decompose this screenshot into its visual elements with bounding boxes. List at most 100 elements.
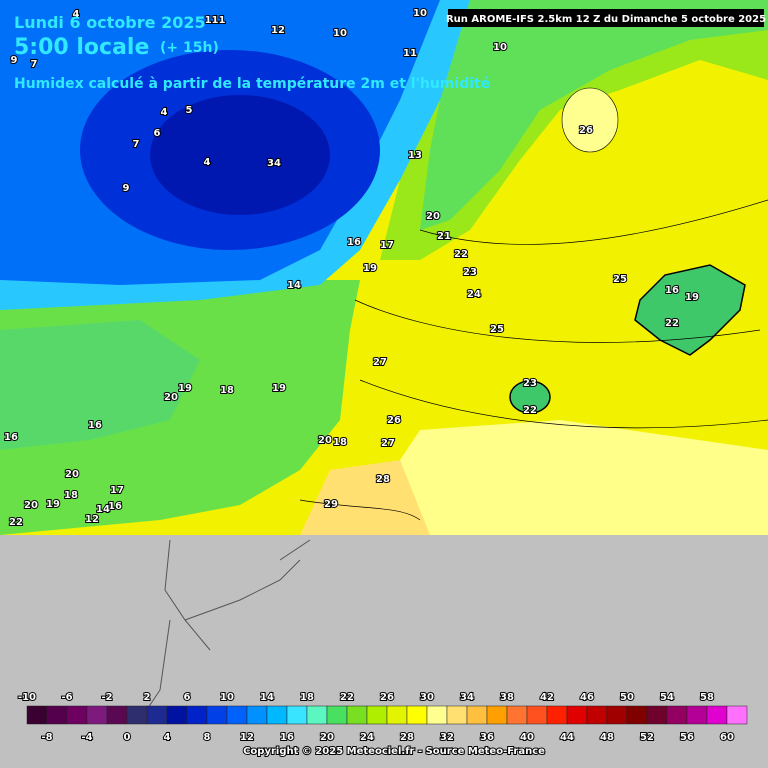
contour-label: 18 — [220, 385, 234, 396]
legend-label-top: 58 — [700, 692, 714, 703]
contour-lines — [299, 199, 768, 521]
contour-label: 22 — [454, 249, 468, 260]
contour-label: 16 — [4, 432, 18, 443]
legend-label-top: 26 — [380, 692, 394, 703]
color-swatch — [266, 705, 288, 725]
color-swatch — [346, 705, 368, 725]
run-box — [448, 9, 764, 27]
island-mallorca — [634, 264, 746, 356]
legend-label-bottom: 60 — [720, 732, 734, 743]
island-ibiza — [509, 380, 551, 414]
lead: (+ 15h) — [160, 40, 219, 56]
legend-label-bottom: 12 — [240, 732, 254, 743]
color-swatch — [26, 705, 48, 725]
contour-label: 25 — [490, 324, 504, 335]
date: Lundi 6 octobre 2025 — [14, 13, 206, 32]
contour-label: 17 — [110, 485, 124, 496]
legend-label-top: 30 — [420, 692, 434, 703]
contour-label: 7 — [133, 139, 140, 150]
contour-label: 111 — [205, 15, 226, 26]
color-swatch — [686, 705, 708, 725]
map — [0, 0, 768, 535]
contour-label: 11 — [403, 48, 417, 59]
legend-label-top: -10 — [18, 692, 36, 703]
color-swatch — [606, 705, 628, 725]
legend-label-bottom: 36 — [480, 732, 494, 743]
contour-label: 26 — [387, 415, 401, 426]
legend-label-top: 6 — [184, 692, 191, 703]
color-swatch — [466, 705, 488, 725]
contour-label: 21 — [437, 231, 451, 242]
color-swatch — [526, 705, 548, 725]
colorbar: -10 -6 -2 2 6 10 14 18 22 26 30 34 38 42 46 50 54 58-8 -4 0… — [17, 691, 748, 744]
color-swatch — [386, 705, 408, 725]
legend-label-top: 54 — [660, 692, 674, 703]
legend-label-top: 50 — [620, 692, 634, 703]
contour-label: 26 — [579, 125, 593, 136]
legend-label-top: 34 — [460, 692, 474, 703]
contour-label: 22 — [523, 405, 537, 416]
color-swatch — [326, 705, 348, 725]
contour-label: 24 — [467, 289, 481, 300]
legend-label-bottom: 40 — [520, 732, 534, 743]
color-swatch — [146, 705, 168, 725]
contour-label: 14 — [287, 280, 301, 291]
contour-label: 16 — [108, 501, 122, 512]
contour-label: 10 — [493, 42, 507, 53]
zone-hotspot — [561, 87, 619, 153]
contour-label: 12 — [271, 25, 285, 36]
run-info: Run AROME-IFS 2.5km 12 Z du Dimanche 5 o… — [446, 14, 766, 25]
legend-label-top: 18 — [300, 692, 314, 703]
color-swatch — [706, 705, 728, 725]
subtitle: Humidex calculé à partir de la températu… — [14, 76, 490, 92]
legend-label-bottom: 52 — [640, 732, 654, 743]
zone-orange — [300, 460, 430, 535]
contour-label: 22 — [9, 517, 23, 528]
contour-label: 4 — [204, 157, 211, 168]
legend-label-bottom: 56 — [680, 732, 694, 743]
color-swatch — [106, 705, 128, 725]
contour-label: 22 — [665, 318, 679, 329]
legend-label-bottom: -4 — [81, 732, 92, 743]
color-swatch — [306, 705, 328, 725]
contour-label: 19 — [272, 383, 286, 394]
contour-label: 27 — [373, 357, 387, 368]
contour-label: 4 — [73, 9, 80, 20]
color-swatch — [66, 705, 88, 725]
contour-label: 23 — [523, 378, 537, 389]
color-swatch — [586, 705, 608, 725]
contour-label: 28 — [376, 474, 390, 485]
contour-label: 23 — [463, 267, 477, 278]
contour-label: 19 — [178, 383, 192, 394]
zone-light-yellow — [350, 420, 768, 535]
legend-label-bottom: 4 — [164, 732, 171, 743]
contour-label: 19 — [685, 292, 699, 303]
contour-label: 25 — [613, 274, 627, 285]
coastline — [139, 539, 311, 721]
contour-label: 20 — [318, 435, 332, 446]
color-swatch — [666, 705, 688, 725]
color-swatch — [206, 705, 228, 725]
color-swatch — [406, 705, 428, 725]
contour-label: 17 — [380, 240, 394, 251]
contour-label: 9 — [11, 55, 18, 66]
color-swatch — [626, 705, 648, 725]
contour-label: 4 — [161, 107, 168, 118]
contour-label: 18 — [333, 437, 347, 448]
legend-label-bottom: 20 — [320, 732, 334, 743]
color-swatch — [486, 705, 508, 725]
contour-label: 16 — [347, 237, 361, 248]
legend-label-top: 38 — [500, 692, 514, 703]
color-swatch — [446, 705, 468, 725]
legend-label-bottom: -8 — [41, 732, 52, 743]
contour-label: 10 — [333, 28, 347, 39]
color-swatch — [286, 705, 308, 725]
contour-label: 19 — [46, 499, 60, 510]
legend-label-top: 14 — [260, 692, 274, 703]
contour-label: 27 — [381, 438, 395, 449]
contour-label: 10 — [413, 8, 427, 19]
zone-green — [420, 0, 768, 230]
copyright: Copyright © 2025 Meteociel.fr - Source M… — [243, 746, 545, 757]
legend-label-top: -2 — [101, 692, 112, 703]
